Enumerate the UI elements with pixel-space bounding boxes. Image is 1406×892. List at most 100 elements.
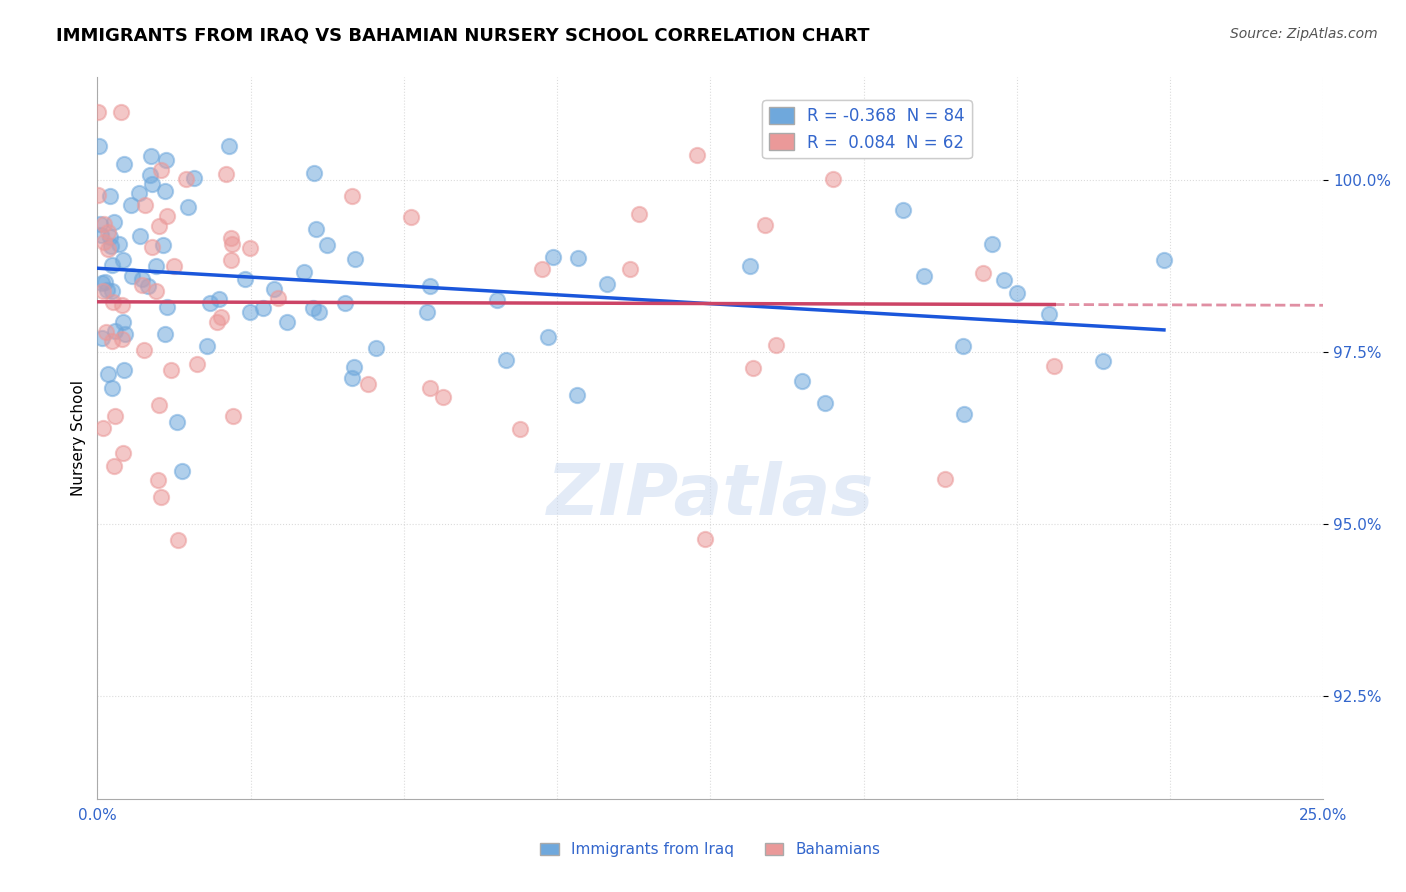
Point bbox=[891, 202, 914, 217]
Point bbox=[200, 295, 222, 310]
Point bbox=[141, 177, 163, 191]
Point bbox=[934, 471, 956, 485]
Point bbox=[108, 237, 131, 252]
Point bbox=[153, 184, 176, 198]
Point bbox=[342, 371, 364, 385]
Point bbox=[693, 532, 716, 546]
Point bbox=[205, 315, 228, 329]
Point bbox=[139, 168, 162, 182]
Point bbox=[104, 324, 127, 338]
Legend: R = -0.368  N = 84, R =  0.084  N = 62: R = -0.368 N = 84, R = 0.084 N = 62 bbox=[762, 100, 972, 158]
Point bbox=[111, 252, 134, 267]
Point bbox=[263, 282, 285, 296]
Point bbox=[993, 273, 1015, 287]
Point bbox=[432, 390, 454, 404]
Point bbox=[94, 325, 117, 339]
Point bbox=[111, 314, 134, 328]
Point bbox=[186, 357, 208, 371]
Point bbox=[1153, 253, 1175, 268]
Point bbox=[814, 395, 837, 409]
Point bbox=[141, 240, 163, 254]
Point bbox=[741, 360, 763, 375]
Point bbox=[98, 230, 121, 244]
Point bbox=[156, 210, 179, 224]
Point bbox=[93, 235, 115, 249]
Point bbox=[565, 388, 588, 402]
Point bbox=[765, 337, 787, 351]
Point bbox=[416, 305, 439, 319]
Point bbox=[218, 139, 240, 153]
Point bbox=[195, 339, 218, 353]
Point bbox=[91, 284, 114, 298]
Point bbox=[541, 250, 564, 264]
Point bbox=[91, 421, 114, 435]
Point bbox=[176, 172, 198, 186]
Point bbox=[343, 359, 366, 374]
Point bbox=[141, 149, 163, 163]
Point bbox=[114, 326, 136, 341]
Point bbox=[110, 104, 132, 119]
Point bbox=[94, 275, 117, 289]
Text: ZIPatlas: ZIPatlas bbox=[547, 461, 875, 531]
Point bbox=[912, 268, 935, 283]
Point bbox=[208, 292, 231, 306]
Point bbox=[162, 259, 184, 273]
Point bbox=[340, 189, 363, 203]
Point bbox=[364, 341, 387, 355]
Point bbox=[155, 153, 177, 168]
Point bbox=[177, 200, 200, 214]
Point bbox=[101, 334, 124, 349]
Point bbox=[90, 227, 112, 242]
Point bbox=[96, 283, 118, 297]
Point bbox=[134, 343, 156, 357]
Point bbox=[131, 277, 153, 292]
Point bbox=[754, 218, 776, 232]
Point bbox=[136, 278, 159, 293]
Point bbox=[335, 296, 357, 310]
Point bbox=[101, 258, 124, 272]
Point bbox=[1038, 307, 1060, 321]
Point bbox=[145, 259, 167, 273]
Point bbox=[531, 261, 554, 276]
Point bbox=[823, 172, 845, 186]
Point bbox=[686, 148, 709, 162]
Point bbox=[233, 272, 256, 286]
Point bbox=[90, 331, 112, 345]
Point bbox=[215, 167, 238, 181]
Point bbox=[219, 252, 242, 267]
Point bbox=[183, 170, 205, 185]
Point bbox=[103, 458, 125, 473]
Point bbox=[1005, 286, 1028, 301]
Point bbox=[980, 236, 1002, 251]
Point bbox=[509, 422, 531, 436]
Point bbox=[222, 409, 245, 424]
Point bbox=[219, 231, 242, 245]
Point bbox=[252, 301, 274, 316]
Point bbox=[628, 206, 651, 220]
Point bbox=[104, 409, 127, 424]
Point bbox=[150, 163, 173, 178]
Point bbox=[495, 352, 517, 367]
Point bbox=[145, 285, 167, 299]
Point bbox=[267, 291, 290, 305]
Point bbox=[86, 188, 108, 202]
Point bbox=[112, 363, 135, 377]
Point bbox=[209, 310, 232, 324]
Point bbox=[111, 297, 134, 311]
Point bbox=[166, 415, 188, 429]
Point bbox=[308, 305, 330, 319]
Point bbox=[148, 399, 170, 413]
Point bbox=[111, 332, 134, 346]
Point bbox=[790, 374, 813, 388]
Point bbox=[399, 210, 422, 224]
Point bbox=[111, 445, 134, 459]
Point bbox=[305, 222, 328, 236]
Point bbox=[98, 188, 121, 202]
Point bbox=[134, 198, 156, 212]
Point bbox=[97, 242, 120, 256]
Point bbox=[128, 186, 150, 201]
Point bbox=[101, 381, 124, 395]
Point bbox=[886, 104, 908, 119]
Point bbox=[87, 104, 110, 119]
Point bbox=[972, 266, 994, 280]
